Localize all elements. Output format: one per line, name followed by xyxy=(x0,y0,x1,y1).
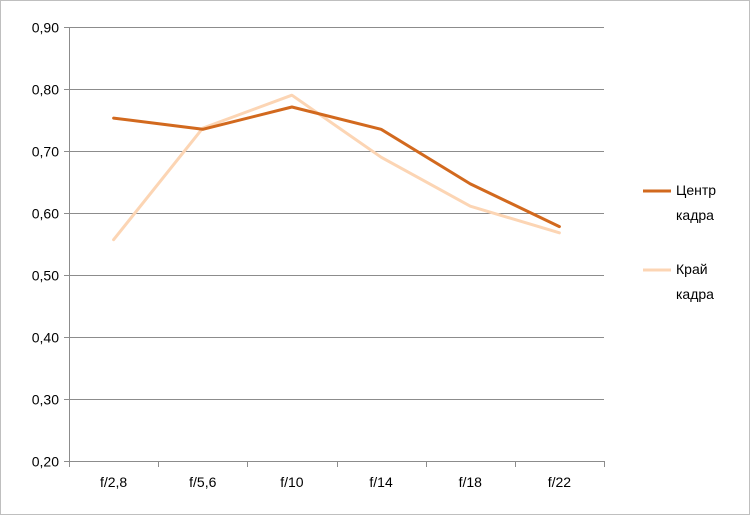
y-tick-label: 0,90 xyxy=(32,20,59,36)
y-tick-label: 0,80 xyxy=(32,82,59,98)
legend-label-2: кадра xyxy=(676,286,714,302)
x-tick-label: f/10 xyxy=(280,474,304,490)
x-tick-label: f/5,6 xyxy=(189,474,216,490)
x-tick-label: f/2,8 xyxy=(100,474,127,490)
grid-lines xyxy=(69,27,604,400)
series-line-2 xyxy=(112,93,561,242)
y-tick-label: 0,70 xyxy=(32,144,59,160)
y-axis: 0,20 0,30 0,40 0,50 0,60 0,70 0,80 0,90 xyxy=(32,20,70,470)
x-tick-label: f/22 xyxy=(548,474,572,490)
y-tick-label: 0,50 xyxy=(32,268,59,284)
y-tick-label: 0,20 xyxy=(32,454,59,470)
y-tick-label: 0,40 xyxy=(32,330,59,346)
x-tick-label: f/18 xyxy=(459,474,483,490)
x-axis: f/2,8 f/5,6 f/10 f/14 f/18 f/22 xyxy=(69,461,605,490)
legend-label-2: Край xyxy=(676,261,708,277)
y-tick-label: 0,30 xyxy=(32,392,59,408)
x-tick-label: f/14 xyxy=(369,474,393,490)
legend: Центр кадра Край кадра xyxy=(643,182,716,302)
series-line-1 xyxy=(112,105,561,229)
legend-label-1: кадра xyxy=(676,207,714,223)
legend-label-1: Центр xyxy=(676,182,716,198)
y-tick-label: 0,60 xyxy=(32,206,59,222)
series-lines xyxy=(112,93,561,242)
